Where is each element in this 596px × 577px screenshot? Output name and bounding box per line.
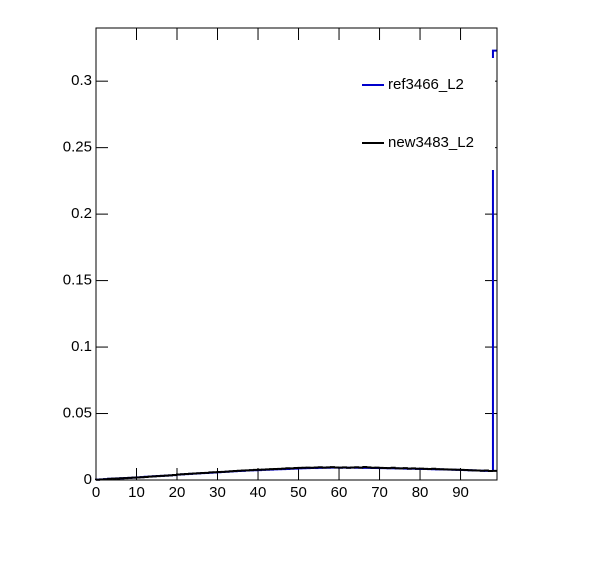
y-tick-label: 0.05 [63, 404, 92, 421]
x-tick-label: 0 [92, 484, 100, 501]
y-tick-label: 0 [84, 471, 92, 488]
legend-label: new3483_L2 [388, 134, 474, 151]
x-tick-label: 80 [412, 484, 429, 501]
y-tick-label: 0.3 [71, 72, 92, 89]
x-tick-label: 60 [331, 484, 348, 501]
y-tick-label: 0.25 [63, 139, 92, 156]
y-tick-label: 0.15 [63, 272, 92, 289]
x-tick-label: 20 [169, 484, 186, 501]
x-tick-label: 40 [250, 484, 267, 501]
y-tick-label: 0.2 [71, 205, 92, 222]
legend-label: ref3466_L2 [388, 76, 464, 93]
x-tick-label: 70 [371, 484, 388, 501]
x-tick-label: 90 [452, 484, 469, 501]
x-tick-label: 10 [128, 484, 145, 501]
histogram-step [396, 468, 400, 469]
x-tick-label: 50 [290, 484, 307, 501]
y-tick-label: 0.1 [71, 338, 92, 355]
legend-box [358, 58, 495, 170]
x-tick-label: 30 [209, 484, 226, 501]
